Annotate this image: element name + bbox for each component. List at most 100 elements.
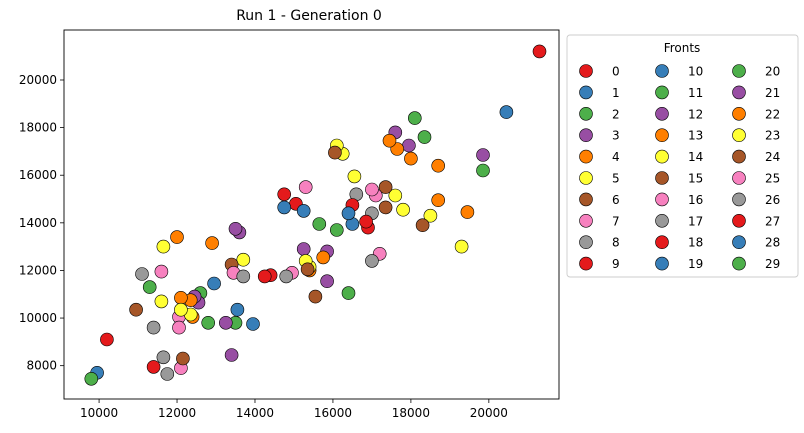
- legend-label-28: 28: [765, 236, 780, 250]
- legend-marker-29: [732, 256, 746, 271]
- legend-label-24: 24: [765, 150, 780, 164]
- point-front-14-0: [347, 169, 362, 184]
- point-front-0-0: [532, 44, 547, 59]
- point-front-4-0: [460, 205, 475, 219]
- legend-label-0: 0: [612, 65, 620, 79]
- point-front-13-2: [382, 133, 397, 148]
- legend-label-19: 19: [688, 257, 703, 271]
- y-tick-label-20000: 20000: [19, 73, 57, 87]
- legend-marker-27: [732, 214, 746, 228]
- point-front-13-0: [404, 151, 418, 166]
- legend-label-12: 12: [688, 107, 703, 121]
- y-axis: 8000 10000 12000 14000 16000 18000 20000: [19, 73, 64, 373]
- point-front-11-3: [329, 223, 344, 237]
- point-front-5-0: [454, 239, 469, 254]
- legend-marker-7: [579, 214, 593, 228]
- point-front-3-0: [476, 148, 490, 162]
- legend-label-29: 29: [765, 257, 780, 271]
- x-tick-label-20000: 20000: [470, 406, 508, 420]
- legend-marker-2: [579, 107, 593, 121]
- legend-label-13: 13: [688, 129, 703, 143]
- point-front-15-2: [300, 262, 315, 277]
- legend-label-14: 14: [688, 150, 703, 164]
- legend-label-25: 25: [765, 172, 780, 186]
- point-front-21-3: [224, 348, 239, 362]
- point-front-10-1: [341, 206, 356, 221]
- point-front-8-0: [365, 254, 379, 268]
- legend-marker-1: [579, 85, 593, 100]
- point-front-16-3: [154, 264, 169, 279]
- legend-label-21: 21: [765, 86, 780, 100]
- legend-label-16: 16: [688, 193, 703, 207]
- legend-label-20: 20: [765, 65, 780, 79]
- point-front-18-2: [146, 360, 161, 374]
- legend-marker-21: [732, 85, 746, 100]
- legend-marker-20: [732, 64, 746, 78]
- legend-label-11: 11: [688, 86, 703, 100]
- legend-marker-5: [579, 171, 593, 185]
- point-front-20-3: [142, 280, 157, 294]
- chart-title: Run 1 - Generation 0: [236, 8, 382, 24]
- legend-label-23: 23: [765, 129, 780, 143]
- point-front-11-0: [417, 130, 432, 144]
- x-tick-label-14000: 14000: [236, 406, 274, 420]
- legend-label-2: 2: [612, 107, 620, 121]
- point-front-16-5: [172, 320, 186, 335]
- legend-marker-12: [655, 107, 669, 121]
- y-tick-label-12000: 12000: [19, 263, 57, 277]
- point-front-4-1: [431, 193, 446, 207]
- legend: Fronts 012345678910111213141516171819202…: [566, 34, 799, 278]
- point-front-11-2: [341, 286, 356, 300]
- x-tick-label-16000: 16000: [314, 406, 352, 420]
- legend-label-3: 3: [612, 129, 620, 143]
- legend-marker-4: [579, 149, 593, 164]
- point-front-20-1: [201, 315, 215, 330]
- point-front-18-3: [100, 332, 114, 347]
- point-front-17-4: [156, 350, 171, 365]
- legend-marker-11: [655, 85, 669, 100]
- legend-marker-0: [579, 64, 593, 78]
- legend-marker-8: [579, 235, 593, 249]
- point-front-14-7: [154, 294, 169, 309]
- legend-title: Fronts: [664, 41, 701, 55]
- point-front-20-4: [84, 371, 99, 386]
- point-front-15-0: [328, 145, 342, 160]
- legend-marker-13: [655, 128, 669, 142]
- legend-label-4: 4: [612, 150, 620, 164]
- legend-label-7: 7: [612, 214, 620, 228]
- point-front-18-1: [257, 269, 272, 284]
- point-front-17-5: [160, 367, 175, 381]
- legend-marker-19: [655, 256, 669, 271]
- point-front-5-2: [396, 202, 410, 217]
- y-tick-label-8000: 8000: [26, 359, 57, 373]
- point-front-19-1: [230, 302, 245, 317]
- point-front-21-2: [219, 315, 233, 330]
- point-front-17-2: [135, 267, 149, 281]
- point-front-14-5: [236, 252, 251, 267]
- legend-marker-24: [732, 149, 746, 164]
- point-front-14-6: [156, 239, 171, 254]
- legend-marker-25: [732, 171, 746, 185]
- point-front-13-5: [205, 236, 219, 250]
- legend-box: [566, 34, 799, 278]
- legend-label-18: 18: [688, 236, 703, 250]
- point-front-7-2: [365, 182, 379, 197]
- point-front-22-0: [170, 230, 184, 244]
- point-front-6-2: [378, 180, 393, 194]
- legend-label-17: 17: [688, 214, 703, 228]
- legend-label-8: 8: [612, 236, 620, 250]
- point-front-19-0: [246, 317, 260, 331]
- x-tick-label-10000: 10000: [80, 406, 118, 420]
- y-tick-label-18000: 18000: [19, 121, 57, 135]
- legend-label-6: 6: [612, 193, 620, 207]
- plot-area: [64, 30, 559, 399]
- legend-marker-16: [655, 192, 669, 207]
- point-front-5-1: [423, 208, 438, 223]
- legend-marker-6: [579, 192, 593, 207]
- point-front-6-1: [378, 200, 393, 215]
- legend-marker-18: [655, 235, 669, 249]
- point-front-4-2: [431, 158, 446, 173]
- legend-label-22: 22: [765, 107, 780, 121]
- point-front-15-1: [308, 289, 323, 304]
